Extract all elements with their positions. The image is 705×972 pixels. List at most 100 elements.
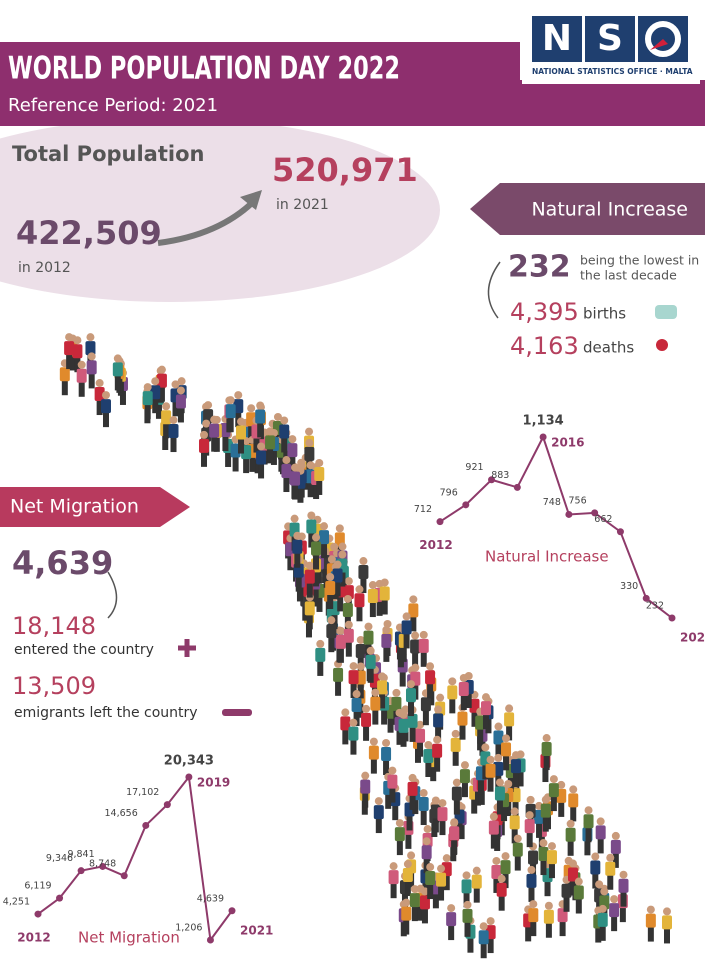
person-body bbox=[326, 624, 337, 639]
person-legs bbox=[253, 436, 260, 453]
person-legs bbox=[425, 760, 432, 777]
person-head bbox=[315, 458, 324, 467]
person-legs bbox=[417, 904, 424, 921]
end-value: 520,971 bbox=[272, 151, 418, 189]
person-legs bbox=[620, 890, 627, 907]
person-body bbox=[410, 639, 421, 654]
person-body bbox=[528, 908, 539, 923]
person-legs bbox=[78, 380, 85, 397]
person-head bbox=[343, 594, 352, 603]
person-body bbox=[524, 819, 535, 834]
person-legs bbox=[88, 372, 95, 389]
person-legs bbox=[114, 374, 121, 391]
value-label: 6,119 bbox=[24, 881, 51, 892]
person-legs bbox=[420, 809, 427, 826]
person-body bbox=[343, 628, 354, 643]
value-label: 662 bbox=[594, 514, 612, 525]
person-head bbox=[539, 839, 548, 848]
person-body bbox=[64, 341, 75, 356]
person-body bbox=[546, 850, 557, 865]
person-body bbox=[256, 450, 267, 465]
person-legs bbox=[478, 788, 485, 805]
person-body bbox=[381, 746, 392, 761]
person-legs bbox=[451, 838, 458, 855]
person-body bbox=[351, 698, 362, 713]
person-legs bbox=[599, 924, 606, 941]
person-body bbox=[315, 647, 326, 662]
person-legs bbox=[584, 839, 591, 856]
charts: 712 2012 796 921 883 1,134 2016 748 756 662 330 232… bbox=[3, 414, 705, 947]
person-head bbox=[305, 427, 314, 436]
person-head bbox=[305, 561, 314, 570]
person-legs bbox=[243, 457, 250, 474]
person-head bbox=[369, 737, 378, 746]
person-body bbox=[540, 803, 551, 818]
person-body bbox=[407, 781, 418, 796]
person-head bbox=[344, 577, 353, 586]
person-head bbox=[101, 391, 110, 400]
person-legs bbox=[383, 758, 390, 775]
end-label: in 2021 bbox=[276, 197, 329, 213]
person-body bbox=[595, 825, 606, 840]
person-head bbox=[402, 898, 411, 907]
person-body bbox=[290, 471, 301, 486]
person-legs bbox=[396, 728, 403, 745]
person-legs bbox=[335, 679, 342, 696]
person-head bbox=[434, 705, 443, 714]
person-head bbox=[574, 877, 583, 886]
person-legs bbox=[289, 455, 296, 472]
person-head bbox=[177, 377, 186, 386]
person-head bbox=[402, 612, 411, 621]
person-legs bbox=[144, 403, 151, 420]
person-head bbox=[525, 811, 534, 820]
person-head bbox=[202, 419, 211, 428]
person-legs bbox=[422, 709, 429, 726]
person-legs bbox=[585, 826, 592, 843]
person-legs bbox=[467, 936, 474, 953]
growth-arrow bbox=[157, 197, 258, 246]
arrow bbox=[107, 571, 118, 619]
person-head bbox=[591, 852, 600, 861]
person-body bbox=[609, 903, 620, 918]
person-head bbox=[352, 690, 361, 699]
point bbox=[642, 594, 650, 602]
person-head bbox=[256, 401, 265, 410]
person-head bbox=[442, 854, 451, 863]
person-head bbox=[422, 837, 431, 846]
person-head bbox=[388, 766, 397, 775]
person-head bbox=[171, 380, 180, 389]
person-legs bbox=[296, 585, 303, 602]
person-legs bbox=[406, 814, 413, 831]
person-head bbox=[448, 677, 457, 686]
person-legs bbox=[464, 920, 471, 937]
person-head bbox=[312, 533, 321, 542]
person-legs bbox=[403, 918, 410, 935]
person-legs bbox=[312, 587, 319, 604]
value-label: 796 bbox=[440, 487, 458, 498]
person-body bbox=[409, 893, 420, 908]
person-head bbox=[526, 795, 535, 804]
person-body bbox=[480, 701, 491, 716]
entered-label: entered the country bbox=[14, 642, 154, 658]
person-body bbox=[175, 394, 186, 409]
person-legs bbox=[663, 927, 670, 944]
person-legs bbox=[270, 448, 277, 465]
person-body bbox=[457, 711, 468, 726]
person-legs bbox=[177, 406, 184, 423]
person-body bbox=[388, 870, 399, 885]
point bbox=[228, 907, 236, 915]
person-body bbox=[168, 424, 179, 439]
person-legs bbox=[452, 749, 459, 766]
start-label: in 2012 bbox=[18, 260, 71, 276]
person-legs bbox=[540, 859, 547, 876]
category-label: 2012 bbox=[17, 931, 50, 945]
person-legs bbox=[410, 615, 417, 632]
person-body bbox=[568, 793, 579, 808]
person-legs bbox=[493, 876, 500, 893]
person-head bbox=[450, 818, 459, 827]
value-label: 1,134 bbox=[523, 414, 564, 429]
person-head bbox=[349, 662, 358, 671]
person-legs bbox=[421, 907, 428, 924]
person-head bbox=[389, 862, 398, 871]
person-head bbox=[419, 789, 428, 798]
